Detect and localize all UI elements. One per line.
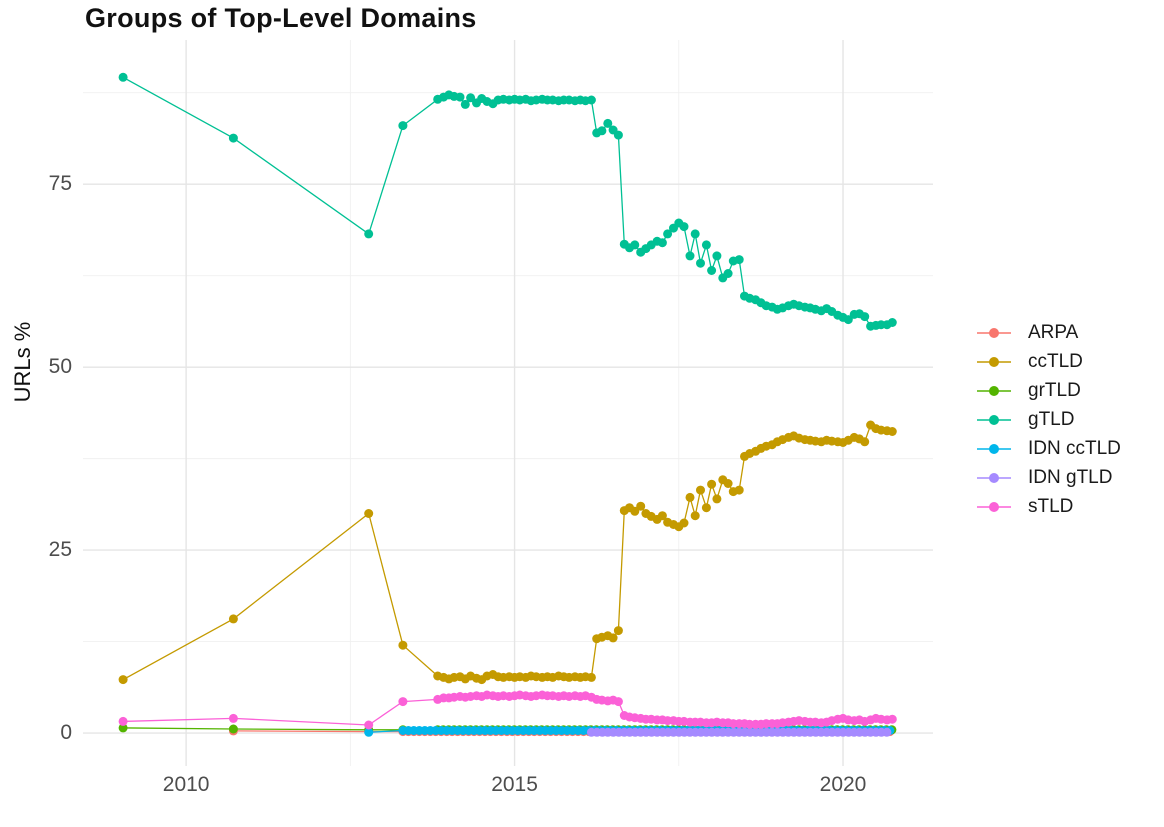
data-point [364,509,374,518]
legend-label: IDN gTLD [1028,466,1113,488]
x-tick-label: 2015 [491,773,538,796]
data-point [603,118,613,128]
data-point [712,494,722,504]
legend-item: sTLD [977,492,1121,521]
data-point [586,672,596,682]
data-point [455,92,465,102]
data-point [460,99,470,109]
data-point [690,511,700,521]
data-point [608,633,618,643]
data-point [630,240,640,250]
chart-title: Groups of Top-Level Domains [85,3,477,33]
legend-item: gTLD [977,405,1121,434]
data-point [860,437,870,447]
data-point [118,72,128,82]
data-point [685,492,695,502]
data-point [663,229,673,239]
data-point [597,126,607,136]
data-point [228,724,238,734]
data-point [701,503,711,513]
legend-item: ARPA [977,318,1121,347]
legend-label: sTLD [1028,495,1074,517]
data-point [613,697,623,707]
data-point [679,518,689,528]
data-point [398,121,408,131]
legend-item: grTLD [977,376,1121,405]
data-point [118,723,128,733]
data-point [364,727,374,737]
data-point [712,251,722,261]
legend-key-icon [977,385,1011,396]
legend-item: IDN gTLD [977,463,1121,492]
data-point [887,318,897,327]
data-point [228,133,238,143]
data-point [707,479,717,489]
data-point [701,240,711,250]
data-point [398,640,408,650]
data-point [657,238,667,248]
data-point [398,697,408,707]
y-tick-label: 75 [48,172,72,196]
data-point [723,479,733,488]
y-tick-label: 50 [48,355,72,379]
x-tick-label: 2020 [819,773,867,796]
data-point [118,716,128,726]
legend-key-icon [977,414,1011,425]
data-point [696,485,705,495]
data-point [734,255,744,265]
data-point [685,251,695,261]
data-point [690,229,700,239]
series-idn-gtld [586,727,892,737]
legend: ARPA ccTLD grTLD gTLD IDN ccTLD IDN gTLD sTLD [977,318,1121,521]
series-stld [118,690,897,730]
legend-label: IDN ccTLD [1028,437,1121,459]
legend-key-icon [977,443,1011,454]
legend-item: ccTLD [977,347,1121,376]
legend-label: ccTLD [1028,350,1083,372]
series-cctld [118,420,897,685]
y-tick-label: 0 [60,721,72,745]
data-point [613,626,623,636]
data-point [723,269,733,278]
data-point [707,266,717,275]
legend-key-icon [977,501,1011,512]
data-point [636,501,646,511]
data-point [657,511,667,521]
legend-label: ARPA [1028,321,1079,343]
legend-key-icon [977,472,1011,483]
data-point [696,258,705,268]
data-point [613,130,623,140]
data-point [364,229,374,239]
data-point [118,675,128,685]
data-point [679,222,689,232]
data-point [860,312,870,322]
data-point [882,727,892,737]
data-point [887,714,897,724]
legend-key-icon [977,356,1011,367]
data-point [228,614,238,624]
data-point [586,95,596,105]
data-point [734,485,744,495]
legend-label: grTLD [1028,379,1081,401]
data-point [364,720,374,730]
y-tick-label: 25 [48,538,72,562]
x-tick-label: 2010 [162,773,210,796]
legend-item: IDN ccTLD [977,434,1121,463]
data-point [887,427,897,436]
series-gtld [118,72,897,331]
legend-key-icon [977,327,1011,338]
series-line [122,76,893,327]
data-point [466,93,476,103]
data-point [843,315,853,325]
legend-label: gTLD [1028,408,1075,430]
data-point [228,713,238,723]
data-point [630,506,640,516]
